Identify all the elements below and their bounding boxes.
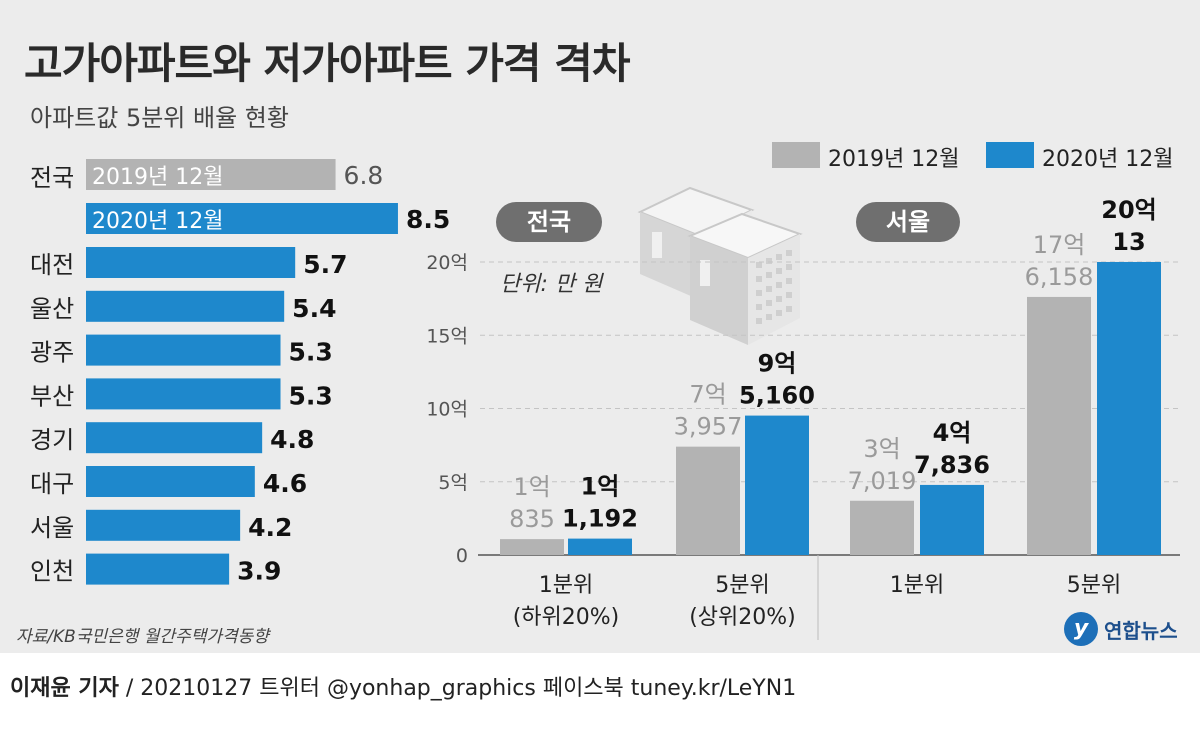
x-category-label: (상위20%) [689,605,796,630]
region-label: 광주 [30,339,74,367]
bar-value-label: 3억 [863,435,900,463]
region-bar [86,290,285,322]
bar-value-label: 6,158 [1025,263,1094,291]
bar-value-label: 1억 [513,473,550,501]
x-category-label: 5분위 [715,573,769,598]
seoul-section-pill: 서울 [856,202,960,242]
region-bar [86,509,241,541]
legend-label-2020: 2020년 12월 [1042,147,1174,172]
bar-value-label: 835 [509,505,555,533]
bar-national-value: 8.5 [406,205,450,234]
bar-seoul-2020 [1097,261,1161,555]
region-label: 경기 [30,426,74,454]
region-bar [86,334,281,366]
bar-value-label: 7,836 [914,451,990,479]
bar-national-inner-label: 2019년 12월 [92,165,223,190]
region-bar-value: 3.9 [237,557,281,586]
x-category-label: 1분위 [890,573,944,598]
bar-national-2019 [500,539,564,555]
region-bar-value: 5.3 [289,381,333,410]
bar-seoul-2019 [850,500,914,555]
region-bar-value: 5.4 [292,294,336,323]
national-section-pill: 전국 [496,202,602,242]
bar-value-label: 13 [1112,228,1145,256]
bar-value-label: 9억 [758,350,797,378]
bar-value-label: 7억 [689,381,726,409]
region-bar-value: 4.6 [263,469,307,498]
x-category-label: 1분위 [539,573,593,598]
bar-national-2020 [568,538,632,555]
bar-national-2019 [676,446,740,555]
bar-value-label: 4억 [933,419,972,447]
region-label: 대전 [30,251,74,279]
region-bar [86,466,255,497]
legend-swatch-gray [772,142,820,168]
bar-national-value: 6.8 [344,161,384,190]
region-bar [86,553,230,585]
region-label: 대구 [30,470,74,498]
region-bar [86,247,296,278]
region-bar [86,422,263,454]
region-label-national: 전국 [30,164,74,192]
x-category-label: 5분위 [1067,573,1121,598]
bar-value-label: 1,192 [562,505,638,533]
bar-seoul-2019 [1027,296,1091,555]
page-title: 고가아파트와 저가아파트 가격 격차 [24,39,630,88]
credit-footer: 이재윤 기자 / 20210127 트위터 @yonhap_graphics 페… [10,670,796,702]
y-tick-label: 10억 [426,399,468,421]
apartment-building-icon [637,186,803,345]
credit-details: / 20210127 트위터 @yonhap_graphics 페이스북 tun… [118,676,797,701]
bar-seoul-2020 [920,484,984,555]
bar-value-label: 3,957 [674,413,743,441]
page-subtitle: 아파트값 5분위 배율 현황 [30,104,289,132]
legend-label-2019: 2019년 12월 [828,147,960,172]
region-bar-value: 4.8 [270,425,314,454]
region-label: 부산 [30,382,74,410]
bar-national-2019 [86,159,336,190]
region-bar-value: 4.2 [248,513,292,542]
bar-value-label: 17억 [1033,231,1086,259]
y-tick-label: 0 [456,545,468,567]
bar-national-2020 [86,203,398,234]
x-category-label: (하위20%) [513,605,620,630]
bar-value-label: 20억 [1101,196,1156,224]
bar-national-inner-label: 2020년 12월 [92,209,223,234]
bar-value-label: 5,160 [739,382,815,410]
legend-swatch-blue [986,142,1034,168]
bar-value-label: 7,019 [848,467,917,495]
y-tick-label: 20억 [426,252,468,274]
yonhap-logo-text: 연합뉴스 [1104,619,1178,643]
bar-value-label: 1억 [581,473,620,501]
region-label: 인천 [30,558,74,586]
bar-national-2020 [745,415,809,555]
region-bar-value: 5.7 [303,250,347,279]
source-note: 자료/KB국민은행 월간주택가격동향 [16,627,269,647]
unit-label: 단위: 만 원 [500,272,603,297]
region-label: 울산 [30,295,74,323]
region-bar-value: 5.3 [289,338,333,367]
region-label: 서울 [30,514,74,542]
yonhap-logo-mark: y [1064,612,1098,646]
region-bar [86,378,281,410]
y-tick-label: 5억 [438,472,468,494]
y-tick-label: 15억 [426,325,468,347]
reporter-name: 이재윤 기자 [10,676,119,701]
